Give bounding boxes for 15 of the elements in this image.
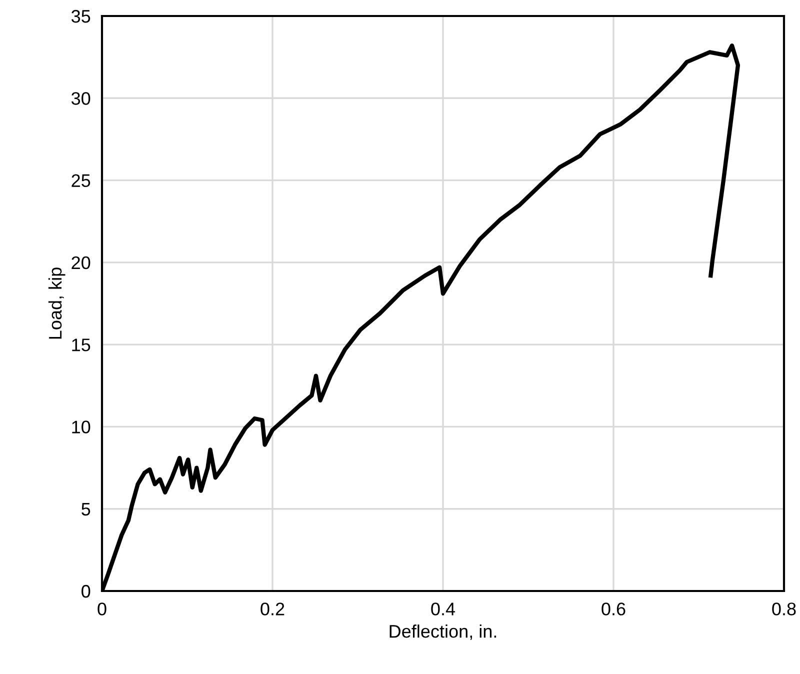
y-tick-label: 0: [82, 584, 90, 598]
x-tick-label: 0.2: [260, 602, 284, 616]
y-axis-title: Load, kip: [48, 268, 66, 339]
y-tick-label: 30: [71, 92, 90, 105]
x-tick-label: 0.8: [772, 602, 796, 616]
x-axis-title: Deflection, in.: [390, 624, 496, 640]
y-tick-label: 20: [72, 256, 90, 270]
y-tick-label: 15: [72, 338, 90, 352]
y-tick-label: 5: [82, 502, 90, 516]
y-tick-label: 35: [71, 10, 90, 23]
x-tick-label: 0: [98, 602, 106, 616]
y-tick-label: 10: [72, 420, 90, 434]
x-tick-label: 0.6: [602, 602, 626, 616]
x-tick-label: 0.4: [431, 602, 456, 616]
y-tick-label: 25: [72, 174, 90, 188]
